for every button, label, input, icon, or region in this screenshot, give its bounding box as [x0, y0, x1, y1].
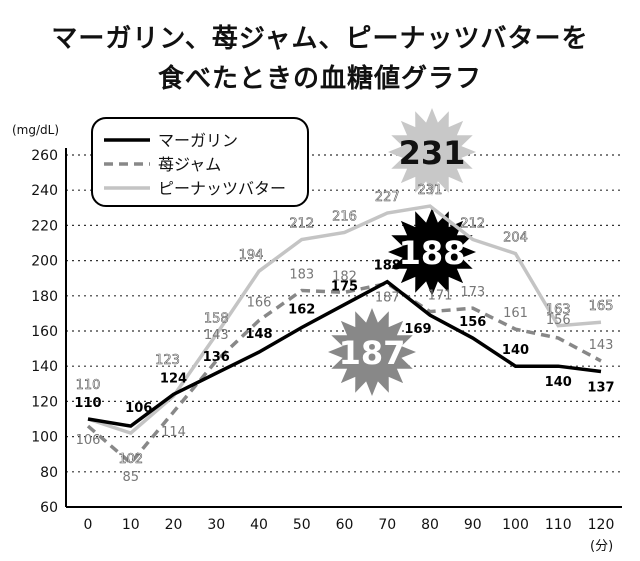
x-tick-label: 100: [502, 517, 529, 533]
peak-badge-burst: [388, 108, 476, 196]
data-label: 110: [76, 378, 101, 393]
data-label: 173: [460, 285, 485, 300]
data-label: 231: [418, 183, 443, 198]
peak-badge-burst: [388, 208, 476, 296]
legend-label: マーガリン: [158, 131, 238, 150]
x-tick-label: 40: [250, 517, 268, 533]
legend-label: ピーナッツバター: [158, 179, 286, 198]
y-tick-label: 160: [31, 324, 58, 340]
data-label: 161: [503, 306, 528, 321]
data-label: 106: [125, 401, 152, 416]
x-tick-label: 70: [378, 517, 396, 533]
data-label: 165: [589, 299, 614, 314]
x-tick-label: 50: [293, 517, 311, 533]
chart-title-line-2: 食べたときの血糖値グラフ: [157, 64, 482, 94]
x-tick-label: 20: [165, 517, 183, 533]
data-label: 124: [160, 371, 187, 386]
y-tick-label: 200: [31, 254, 58, 270]
data-label: 102: [118, 452, 143, 467]
data-label: 182: [332, 269, 357, 284]
data-label: 140: [545, 375, 572, 390]
data-label: 143: [204, 328, 229, 343]
series-line-1: [86, 281, 602, 466]
y-tick-label: 100: [31, 430, 58, 446]
y-tick-label: 140: [31, 359, 58, 375]
data-label: 212: [460, 216, 485, 231]
peak-badge-burst: [328, 308, 416, 396]
x-tick-label: 80: [421, 517, 439, 533]
peak-badge-text: 188: [399, 234, 466, 272]
chart-title-line-1: マーガリン、苺ジャム、ピーナッツバターを: [51, 24, 589, 54]
data-label: 137: [587, 380, 614, 395]
data-label: 175: [331, 280, 358, 295]
y-tick-label: 80: [40, 465, 58, 481]
legend-label: 苺ジャム: [158, 155, 221, 174]
data-label: 143: [589, 338, 614, 353]
y-axis-label: (mg/dL): [12, 123, 59, 137]
x-tick-label: 10: [122, 517, 140, 533]
data-label: 163: [546, 303, 571, 318]
data-label: 136: [203, 350, 230, 365]
y-tick-label: 260: [31, 148, 58, 164]
x-tick-label: 60: [336, 517, 354, 533]
y-tick-label: 120: [31, 394, 58, 410]
y-tick-label: 60: [40, 500, 58, 516]
y-tick-label: 180: [31, 289, 58, 305]
data-label: 169: [404, 322, 431, 337]
data-label: 106: [76, 433, 101, 448]
peak-badge-text: 231: [399, 134, 466, 172]
y-tick-label: 240: [31, 183, 58, 199]
data-label: 85: [122, 470, 139, 485]
data-label: 227: [375, 190, 400, 205]
x-tick-label: 120: [588, 517, 615, 533]
data-label: 194: [239, 248, 264, 263]
x-tick-label: 30: [207, 517, 225, 533]
data-label: 204: [503, 231, 528, 246]
data-label: 140: [502, 343, 529, 358]
data-label: 187: [375, 290, 400, 305]
data-label: 123: [155, 353, 180, 368]
peak-badge-text: 187: [339, 334, 406, 372]
data-label: 216: [332, 209, 357, 224]
x-tick-label: 110: [545, 517, 572, 533]
data-label: 171: [428, 289, 453, 304]
series-line-0: [87, 279, 602, 428]
data-label: 183: [289, 268, 314, 283]
data-label: 156: [459, 315, 486, 330]
data-label: 166: [247, 295, 272, 310]
y-tick-label: 220: [31, 218, 58, 234]
data-label: 158: [204, 312, 229, 327]
data-label: 114: [161, 425, 186, 440]
x-tick-label: 0: [84, 517, 93, 533]
data-label: 110: [74, 396, 101, 411]
data-label: 148: [245, 327, 272, 342]
data-label: 156: [546, 313, 571, 328]
x-tick-label: 90: [464, 517, 482, 533]
data-label: 188: [374, 259, 401, 274]
x-axis-label: (分): [590, 539, 613, 554]
data-label: 212: [289, 216, 314, 231]
data-label: 162: [288, 302, 315, 317]
